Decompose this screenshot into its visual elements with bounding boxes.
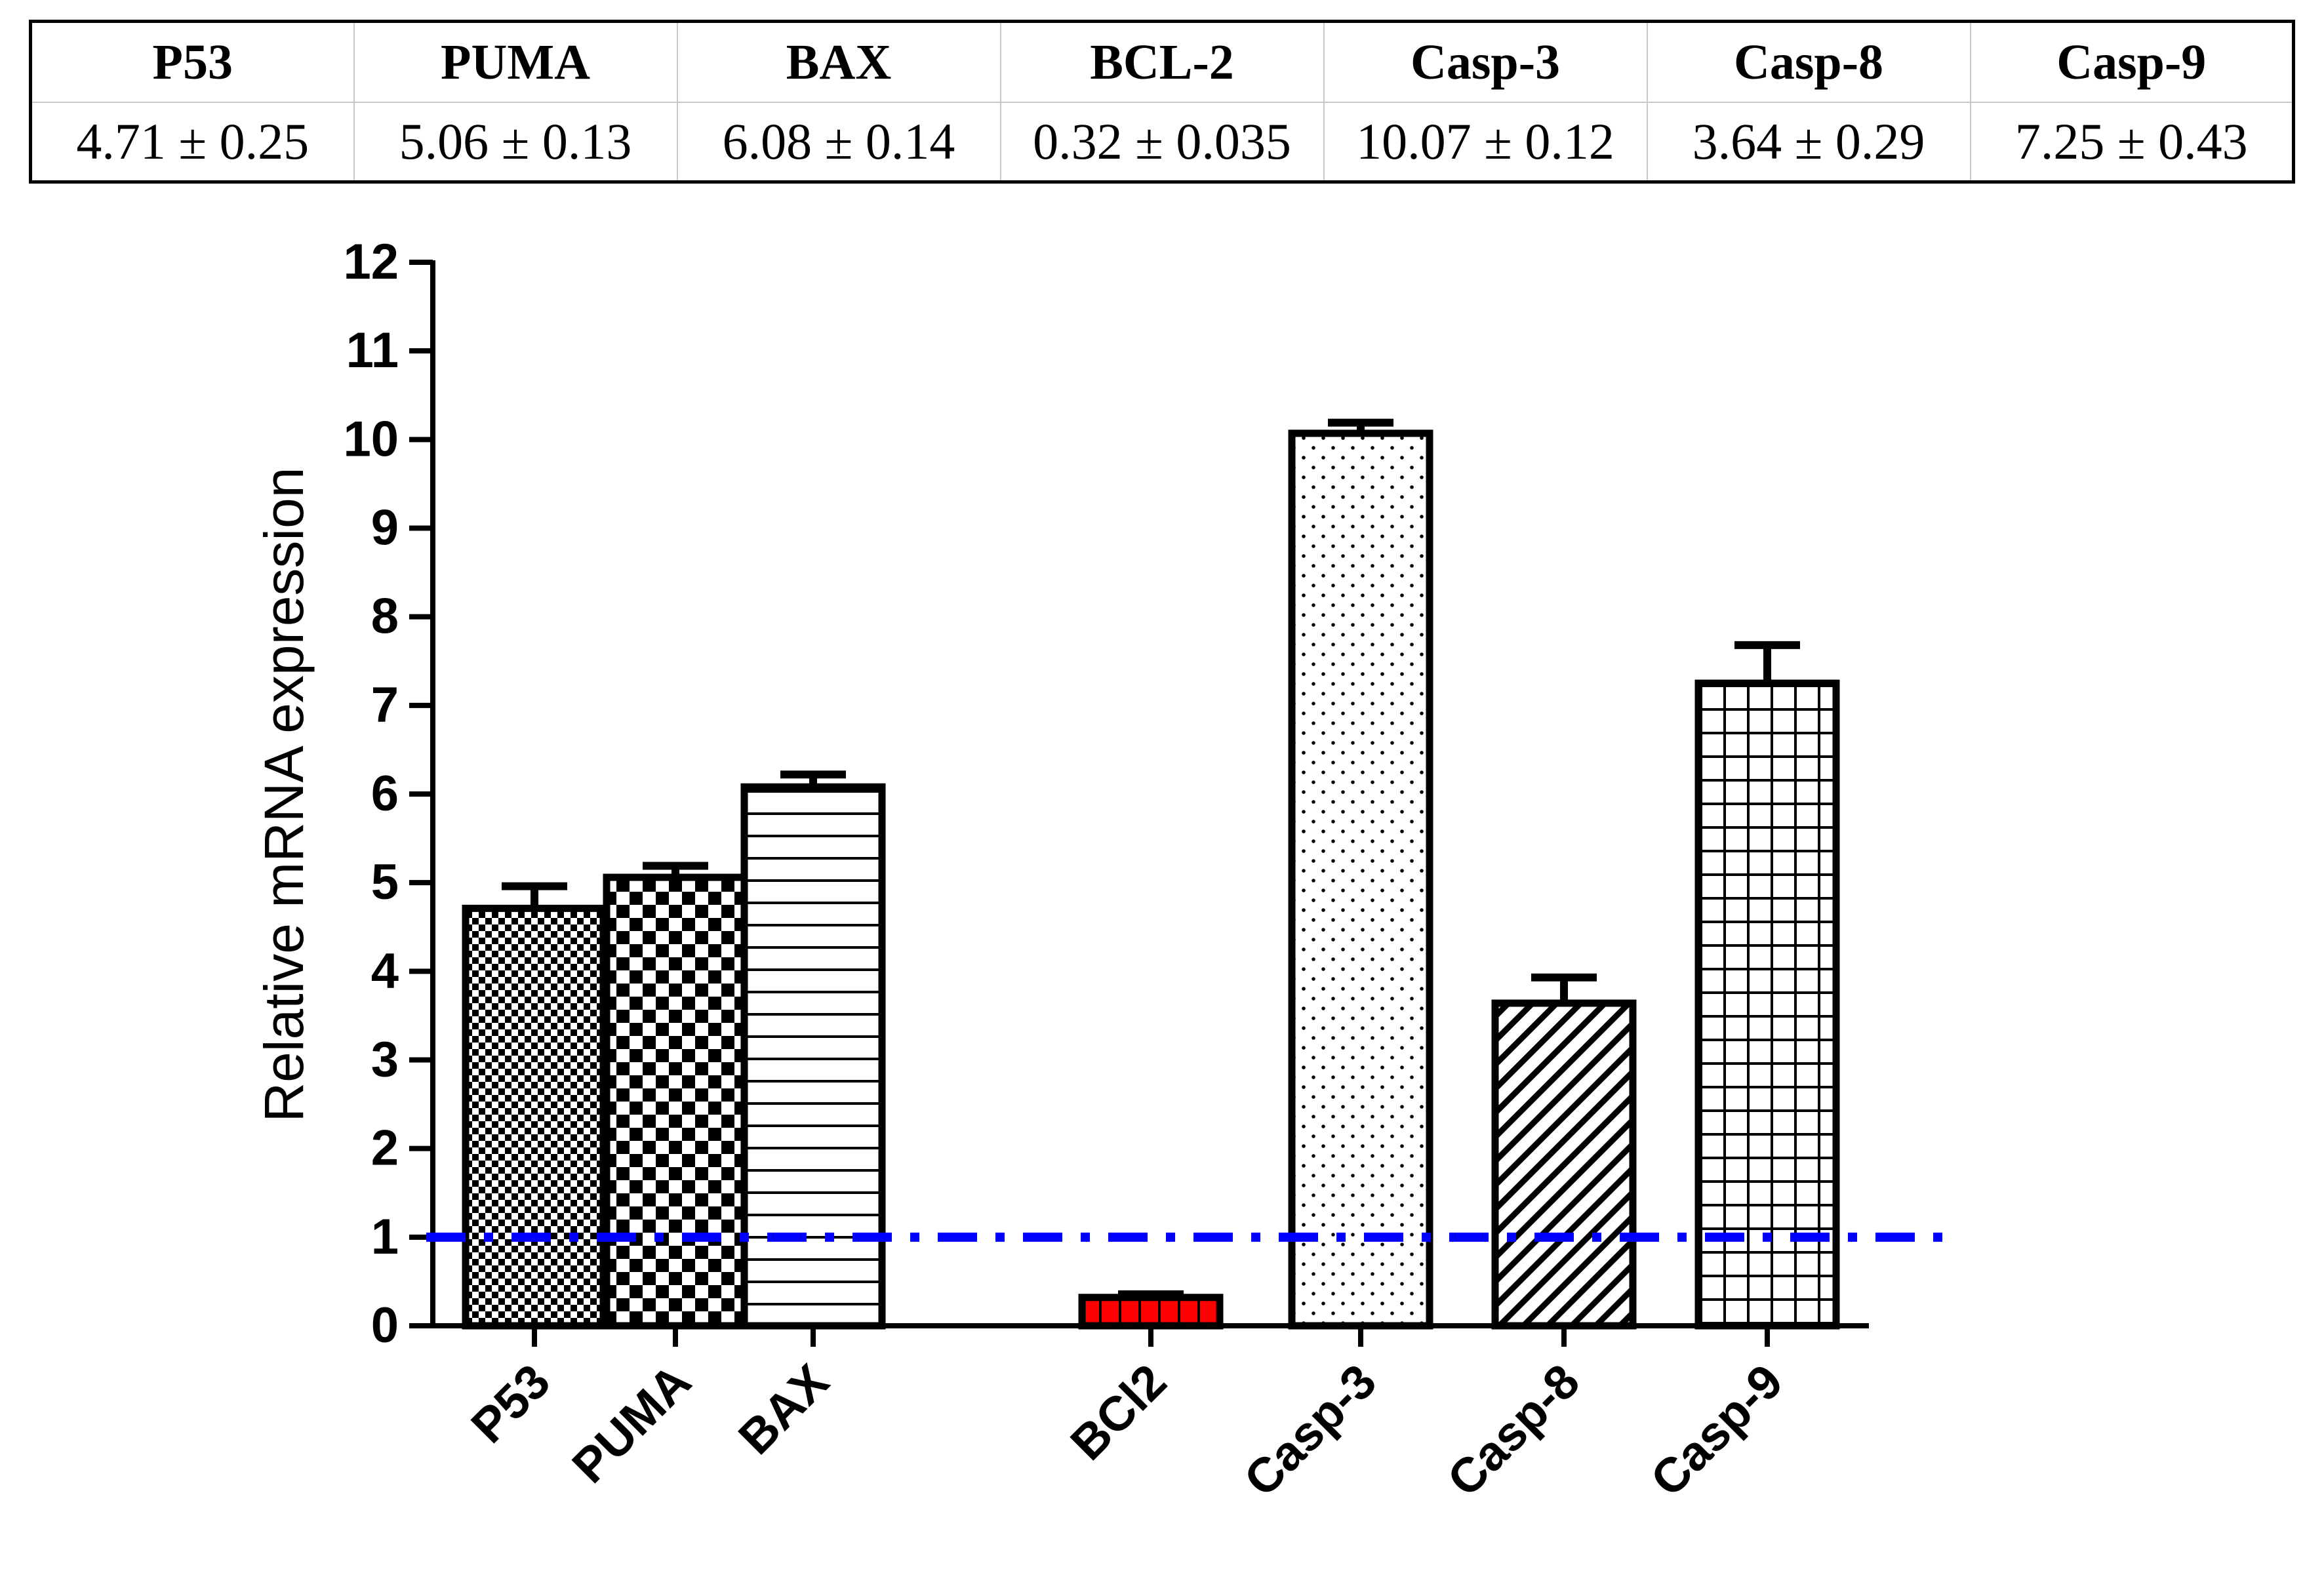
x-tick-label-bcl2: BCl2 bbox=[1060, 1354, 1176, 1471]
bar-casp3 bbox=[1288, 429, 1433, 1330]
y-tick-label-3: 3 bbox=[371, 1032, 399, 1088]
summary-value-puma: 5.06 ± 0.13 bbox=[353, 102, 678, 183]
bar-p53 bbox=[462, 904, 607, 1330]
y-tick-label-6: 6 bbox=[371, 766, 399, 822]
bar-casp9 bbox=[1694, 679, 1840, 1330]
y-tick-label-9: 9 bbox=[371, 500, 399, 556]
bar-puma bbox=[603, 873, 748, 1330]
y-tick-label-1: 1 bbox=[371, 1209, 399, 1265]
y-tick-label-7: 7 bbox=[371, 677, 399, 733]
x-tick-label-casp8: Casp-8 bbox=[1437, 1354, 1590, 1507]
summary-header-bcl2: BCL-2 bbox=[999, 20, 1325, 103]
summary-table: P53 PUMA BAX BCL-2 Casp-3 Casp-8 Casp-9 … bbox=[29, 20, 2295, 184]
x-tick-label-casp3: Casp-3 bbox=[1233, 1354, 1386, 1507]
y-tick-label-8: 8 bbox=[371, 589, 399, 645]
summary-header-p53: P53 bbox=[30, 20, 355, 103]
summary-header-casp8: Casp-8 bbox=[1646, 20, 1971, 103]
summary-value-bax: 6.08 ± 0.14 bbox=[676, 102, 1001, 183]
summary-value-bcl2: 0.32 ± 0.035 bbox=[999, 102, 1325, 183]
summary-value-row: 4.71 ± 0.25 5.06 ± 0.13 6.08 ± 0.14 0.32… bbox=[30, 102, 2294, 183]
x-tick-label-casp9: Casp-9 bbox=[1640, 1354, 1793, 1507]
y-tick-label-4: 4 bbox=[371, 943, 399, 999]
bar-casp8 bbox=[1491, 999, 1637, 1330]
summary-header-casp9: Casp-9 bbox=[1969, 20, 2294, 103]
y-tick-label-5: 5 bbox=[371, 854, 399, 910]
summary-header-casp3: Casp-3 bbox=[1323, 20, 1648, 103]
x-tick-label-puma: PUMA bbox=[562, 1354, 702, 1494]
summary-value-casp3: 10.07 ± 0.12 bbox=[1323, 102, 1648, 183]
summary-value-casp9: 7.25 ± 0.43 bbox=[1969, 102, 2294, 183]
summary-header-puma: PUMA bbox=[353, 20, 678, 103]
bar-bax bbox=[740, 783, 886, 1330]
y-tick-label-2: 2 bbox=[371, 1121, 399, 1176]
x-tick-label-p53: P53 bbox=[461, 1354, 561, 1454]
y-tick-label-10: 10 bbox=[343, 411, 399, 467]
bar-bcl2 bbox=[1078, 1294, 1224, 1330]
y-tick-label-0: 0 bbox=[371, 1298, 399, 1353]
summary-value-p53: 4.71 ± 0.25 bbox=[30, 102, 355, 183]
summary-header-row: P53 PUMA BAX BCL-2 Casp-3 Casp-8 Casp-9 bbox=[30, 20, 2294, 103]
x-tick-label-bax: BAX bbox=[728, 1354, 839, 1465]
summary-value-casp8: 3.64 ± 0.29 bbox=[1646, 102, 1971, 183]
y-tick-label-11: 11 bbox=[346, 323, 399, 378]
summary-header-bax: BAX bbox=[676, 20, 1001, 103]
y-tick-label-12: 12 bbox=[343, 234, 399, 290]
y-axis-title: Relative mRNA expression bbox=[253, 467, 315, 1122]
